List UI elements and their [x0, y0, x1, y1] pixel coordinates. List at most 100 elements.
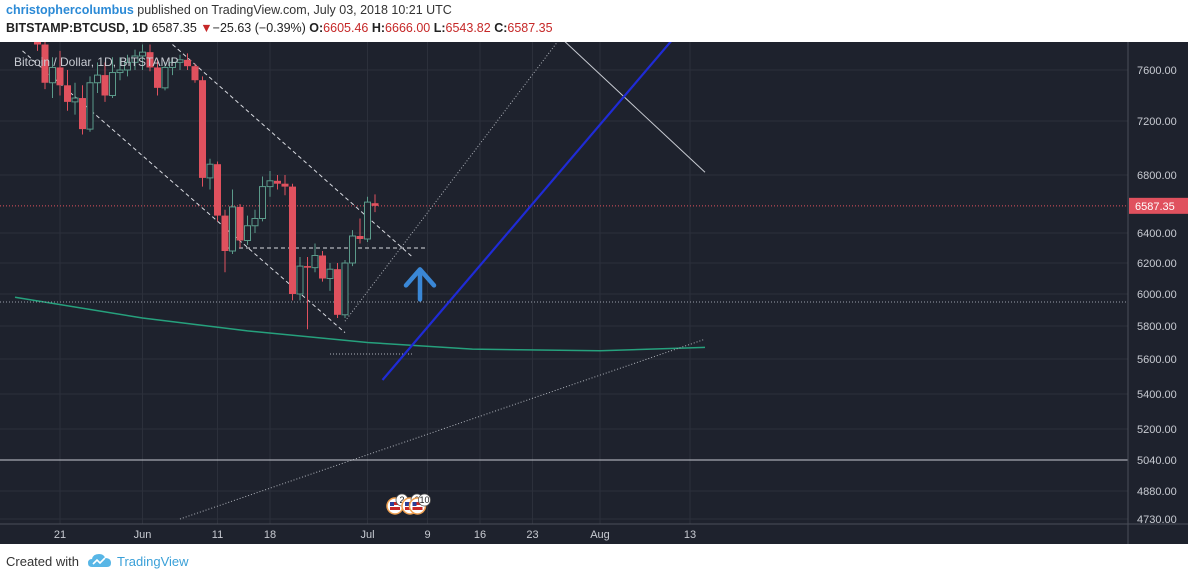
candle-body	[349, 235, 356, 264]
bull-candle	[116, 57, 124, 81]
created-with-label: Created with	[6, 554, 79, 569]
bull-candle	[71, 82, 79, 115]
candle-body	[169, 61, 176, 68]
flag-stripe	[412, 507, 423, 510]
price-tick-label: 5400.00	[1137, 389, 1177, 401]
bull-candle	[139, 44, 146, 70]
time-axis[interactable]: 21 Jun 11 18 Jul 9 16 23 Aug 13	[54, 529, 696, 541]
bull-candle	[349, 230, 356, 267]
candle-body	[109, 72, 116, 96]
horizontal-levels	[0, 205, 1128, 461]
economic-event-marker: 10	[408, 493, 431, 515]
close-value: 6587.35	[507, 21, 553, 35]
price-tick-label: 6800.00	[1137, 170, 1177, 182]
price-axis[interactable]: 7600.00 7200.00 6800.00 6400.00 6200.00 6000.…	[1129, 65, 1188, 526]
candle-body	[124, 61, 131, 71]
event-count-badge	[418, 493, 431, 507]
candle-body	[101, 75, 109, 96]
candle-body	[221, 215, 229, 251]
candle-body	[304, 266, 311, 268]
flag-canton	[412, 502, 417, 506]
bull-candle	[311, 243, 319, 273]
candle-body	[41, 44, 49, 83]
tradingview-link[interactable]: TradingView	[117, 554, 189, 569]
footer: Created with TradingView	[0, 544, 1188, 579]
flag-stripe	[412, 502, 423, 505]
candle-body	[34, 42, 41, 45]
candle-body	[94, 74, 101, 84]
candles-layer	[34, 42, 379, 330]
candle-body	[311, 255, 319, 269]
price-tick-label: 7600.00	[1137, 65, 1177, 77]
bear-candle	[199, 76, 206, 187]
event-count-label: 2	[399, 495, 404, 505]
price-tick-label: 6200.00	[1137, 258, 1177, 270]
flag-canton	[390, 502, 394, 506]
candle-body	[364, 201, 371, 240]
time-tick-label: 21	[54, 529, 66, 541]
last-price: 6587.35	[151, 21, 197, 35]
publication-info: published on TradingView.com, July 03, 2…	[137, 3, 452, 17]
candle-body	[199, 80, 206, 178]
candle-body	[116, 69, 124, 74]
price-chart[interactable]: 2910 Bitcoin / Dollar, 1D, BITSTAMP 7600…	[0, 42, 1188, 544]
last-price-tag-label: 6587.35	[1135, 201, 1175, 213]
flag-canton	[405, 502, 409, 506]
candle-body	[229, 206, 236, 252]
candle-body	[244, 225, 251, 241]
bull-candle	[341, 260, 349, 318]
bear-candle	[274, 175, 281, 190]
candle-body	[71, 97, 79, 103]
price-axis-background	[1128, 42, 1188, 544]
price-tick-label: 4880.00	[1137, 486, 1177, 498]
moving-average-line	[14, 296, 706, 352]
price-tick-label: 6400.00	[1137, 228, 1177, 240]
bear-candle	[221, 209, 229, 273]
high-value: 6666.00	[385, 21, 431, 35]
candle-body	[49, 66, 56, 84]
bull-candle	[169, 57, 176, 76]
candle-body	[139, 51, 146, 57]
time-tick-label: 23	[526, 529, 538, 541]
candle-body	[176, 59, 184, 63]
time-tick-label: Aug	[590, 529, 610, 541]
event-count-label: 10	[419, 495, 429, 505]
bull-candle	[251, 209, 259, 233]
trendline	[344, 42, 558, 322]
candle-body	[161, 66, 169, 89]
quote-line: BITSTAMP:BTCUSD, 1D 6587.35 ▼−25.63 (−0.…	[6, 21, 553, 35]
bear-candle	[304, 257, 311, 330]
economic-event-marker: 2	[386, 493, 409, 515]
bull-candle	[259, 176, 266, 222]
trendline	[381, 42, 672, 381]
bull-candle	[296, 257, 304, 301]
bull-candle	[326, 263, 334, 291]
bear-candle	[289, 183, 296, 301]
candle-body	[131, 55, 139, 63]
candle-body	[334, 269, 341, 315]
bull-candle	[176, 54, 184, 70]
open-label: O:	[309, 21, 324, 35]
bull-candle	[229, 189, 236, 254]
bear-candle	[191, 63, 199, 83]
author-link[interactable]: christophercolumbus	[6, 3, 134, 17]
price-tick-label: 7200.00	[1137, 116, 1177, 128]
price-tick-label: 5040.00	[1137, 455, 1177, 467]
candle-body	[191, 66, 199, 81]
tradingview-cloud-icon[interactable]	[88, 553, 112, 569]
last-price-tag	[1129, 197, 1188, 214]
candle-body	[341, 262, 349, 316]
time-tick-label: Jul	[360, 529, 374, 541]
candle-body	[206, 163, 214, 179]
chart-header: christophercolumbus published on Trading…	[0, 0, 1188, 42]
bear-candle	[146, 44, 154, 72]
bull-candle	[124, 54, 131, 77]
trendline	[564, 42, 706, 173]
time-tick-label: 11	[212, 529, 223, 541]
candle-body	[296, 265, 304, 295]
moving-average-layer	[14, 296, 706, 352]
flag-stripe	[390, 502, 400, 505]
bear-candle	[101, 62, 109, 102]
bear-candle	[334, 263, 341, 318]
plot-background	[0, 42, 1128, 544]
